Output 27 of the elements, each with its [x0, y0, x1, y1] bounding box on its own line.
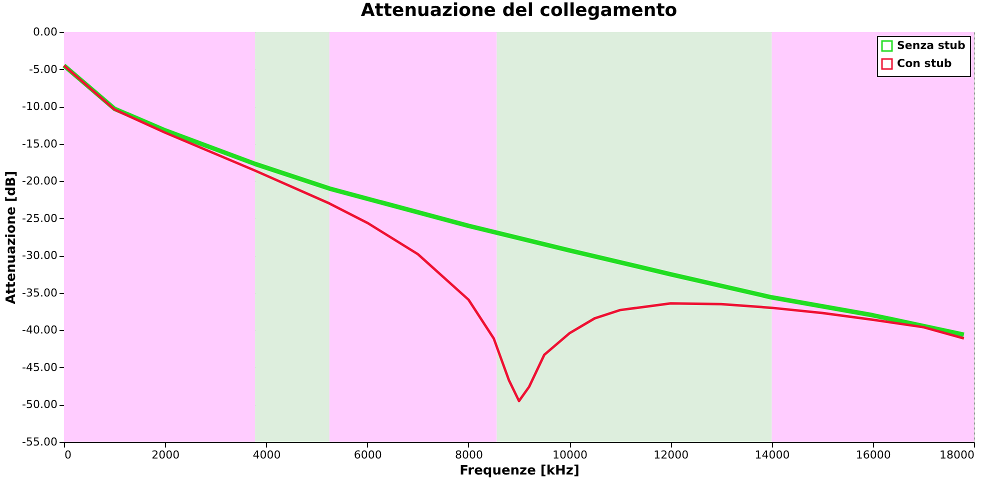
x-axis-title: Frequenze [kHz]: [460, 464, 580, 478]
x-tick-label: 2000: [152, 448, 180, 462]
x-tick-label: 16000: [856, 448, 891, 462]
x-tick-label: 14000: [754, 448, 790, 462]
x-tick-label: 0: [64, 448, 72, 462]
y-tick-label: -40.00: [22, 324, 58, 337]
x-tick-label: 6000: [354, 448, 382, 462]
y-tick-label: -45.00: [22, 360, 58, 374]
y-tick-label: -15.00: [22, 137, 58, 150]
y-tick-label: -10.00: [22, 100, 58, 114]
x-tick-label: 10000: [552, 448, 588, 462]
y-axis-title: Attenuazione [dB]: [4, 170, 20, 304]
x-tick-label: 4000: [252, 448, 281, 462]
y-tick-label: -30.00: [22, 249, 58, 262]
y-tick-label: -50.00: [22, 398, 58, 412]
legend-label: Senza stub: [897, 39, 966, 52]
y-tick-label: -20.00: [22, 174, 58, 188]
y-tick-label: -5.00: [29, 62, 58, 76]
x-tick-label: 8000: [454, 448, 483, 462]
chart-title: Attenuazione del collegamento: [360, 0, 678, 21]
y-tick-label: 0.00: [33, 26, 58, 38]
legend-label: Con stub: [897, 57, 952, 70]
y-tick-label: -55.00: [22, 436, 58, 448]
y-tick-label: -35.00: [22, 286, 58, 300]
y-tick-label: -25.00: [22, 212, 58, 225]
x-tick-label: 12000: [654, 448, 689, 462]
x-tick-label: 18000: [940, 448, 974, 462]
